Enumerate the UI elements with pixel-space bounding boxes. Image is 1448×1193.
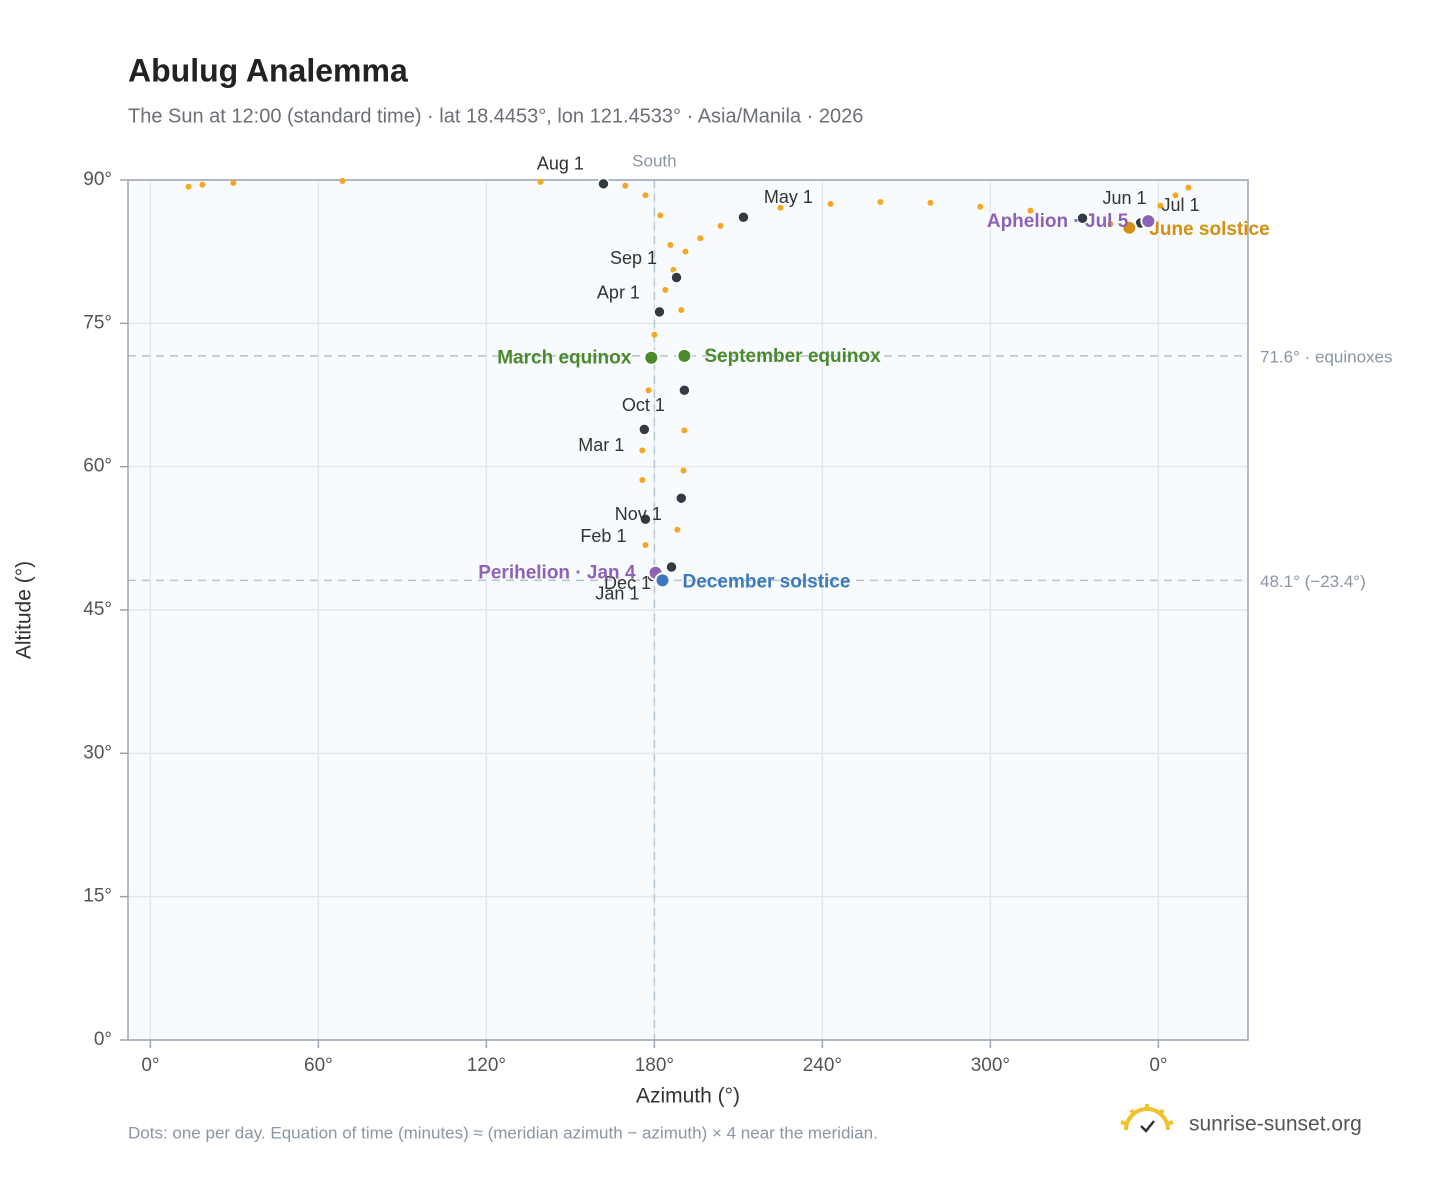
event-label: September equinox bbox=[704, 346, 881, 367]
footnote: Dots: one per day. Equation of time (min… bbox=[128, 1123, 878, 1142]
daily-dot bbox=[827, 200, 834, 207]
daily-dot bbox=[678, 306, 685, 313]
daily-dot bbox=[667, 241, 674, 248]
daily-dot bbox=[697, 235, 704, 242]
month-dot bbox=[1076, 211, 1089, 225]
daily-dot bbox=[662, 286, 669, 293]
y-tick-label: 15° bbox=[83, 886, 112, 907]
daily-dot bbox=[1157, 202, 1164, 209]
daily-dot bbox=[777, 204, 784, 211]
month-label: Jun 1 bbox=[1102, 188, 1146, 208]
month-label: Feb 1 bbox=[580, 526, 626, 546]
month-label: May 1 bbox=[764, 187, 813, 207]
daily-dot bbox=[1172, 192, 1179, 199]
event-label: Aphelion · Jul 5 bbox=[987, 211, 1129, 232]
month-label: Sep 1 bbox=[610, 248, 657, 268]
month-dot bbox=[653, 305, 666, 319]
y-tick-label: 60° bbox=[83, 456, 112, 477]
brand-name: sunrise-sunset.org bbox=[1189, 1113, 1362, 1136]
event-label: December solstice bbox=[683, 571, 851, 592]
reference-label: 48.1° (−23.4°) bbox=[1260, 572, 1366, 591]
daily-dot bbox=[1185, 184, 1192, 191]
x-tick-label: 120° bbox=[467, 1055, 506, 1076]
daily-dot bbox=[639, 477, 646, 484]
daily-dot bbox=[645, 387, 652, 394]
x-tick-label: 240° bbox=[803, 1055, 842, 1076]
x-axis-title: Azimuth (°) bbox=[636, 1085, 740, 1108]
event-label: March equinox bbox=[497, 348, 632, 369]
chart-title: Abulug Analemma bbox=[128, 52, 408, 88]
event-dot bbox=[1121, 219, 1138, 236]
daily-dot bbox=[642, 192, 649, 199]
month-dot bbox=[665, 560, 678, 574]
daily-dot bbox=[639, 447, 646, 454]
y-tick-label: 90° bbox=[83, 169, 112, 190]
daily-dot bbox=[927, 199, 934, 206]
event-dot bbox=[1140, 213, 1157, 230]
y-tick-label: 30° bbox=[83, 742, 112, 763]
y-tick-label: 0° bbox=[94, 1029, 112, 1050]
x-tick-label: 180° bbox=[635, 1055, 674, 1076]
event-dot bbox=[643, 349, 660, 366]
month-dot bbox=[737, 211, 750, 224]
daily-dot bbox=[682, 248, 689, 255]
reference-label: 71.6° · equinoxes bbox=[1260, 347, 1393, 366]
event-dot bbox=[676, 347, 693, 364]
month-label: Apr 1 bbox=[597, 283, 640, 303]
daily-dot bbox=[642, 542, 649, 549]
x-tick-label: 300° bbox=[971, 1055, 1010, 1076]
daily-dot bbox=[674, 526, 681, 533]
meridian-label: South bbox=[632, 151, 676, 170]
event-label: June solstice bbox=[1149, 219, 1269, 240]
month-dot bbox=[678, 383, 691, 397]
month-dot bbox=[670, 271, 683, 284]
month-label: Oct 1 bbox=[622, 395, 665, 415]
daily-dot bbox=[537, 178, 544, 185]
month-dot bbox=[597, 177, 610, 191]
y-tick-label: 45° bbox=[83, 599, 112, 620]
x-tick-label: 0° bbox=[1149, 1055, 1167, 1076]
daily-dot bbox=[230, 179, 237, 186]
month-label: Jul 1 bbox=[1161, 195, 1199, 215]
month-label: Jan 1 bbox=[595, 583, 639, 603]
event-dot bbox=[654, 572, 671, 589]
daily-dot bbox=[670, 266, 677, 273]
daily-dot bbox=[680, 467, 687, 474]
month-dot bbox=[675, 491, 688, 505]
y-tick-label: 75° bbox=[83, 312, 112, 333]
month-label: Nov 1 bbox=[615, 504, 662, 524]
daily-dot bbox=[651, 331, 658, 338]
chart-subtitle: The Sun at 12:00 (standard time) · lat 1… bbox=[128, 105, 863, 127]
brand-logo bbox=[1120, 1104, 1174, 1133]
daily-dot bbox=[339, 177, 346, 184]
daily-dot bbox=[657, 212, 664, 219]
daily-dot bbox=[185, 183, 192, 190]
daily-dot bbox=[681, 427, 688, 434]
daily-dot bbox=[1107, 220, 1114, 227]
daily-dot bbox=[877, 198, 884, 205]
x-tick-label: 60° bbox=[304, 1055, 333, 1076]
month-label: Dec 1 bbox=[604, 573, 651, 593]
y-axis-title: Altitude (°) bbox=[13, 561, 36, 659]
daily-dot bbox=[977, 203, 984, 210]
month-dot bbox=[638, 423, 651, 436]
x-tick-label: 0° bbox=[141, 1055, 159, 1076]
daily-dot bbox=[622, 182, 629, 189]
month-dot bbox=[639, 512, 652, 526]
daily-dot bbox=[1027, 207, 1034, 214]
daily-dot bbox=[717, 222, 724, 229]
event-label: Perihelion · Jan 4 bbox=[478, 563, 636, 584]
month-label: Mar 1 bbox=[578, 435, 624, 455]
month-label: Aug 1 bbox=[537, 154, 584, 174]
daily-dot bbox=[199, 181, 206, 188]
